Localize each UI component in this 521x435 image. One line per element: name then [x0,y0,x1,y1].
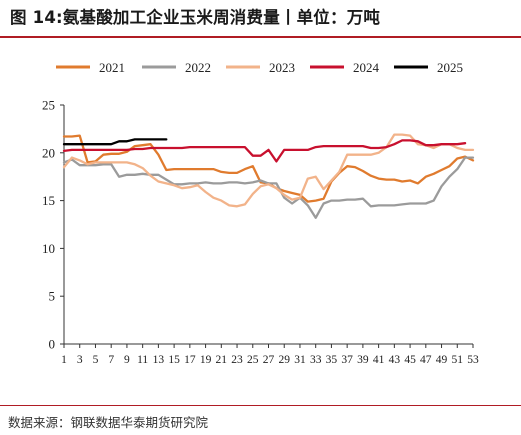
x-tick-label: 41 [373,354,385,366]
x-tick-label: 21 [216,354,228,366]
x-tick-label: 51 [452,354,464,366]
x-axis: 1 3 5 7 9 11 13 15 17 19 21 23 25 27 29 31 33 35 37 39 41 43 4… [61,343,479,366]
x-tick-label: 19 [200,354,212,366]
y-tick-label: 10 [42,241,55,256]
x-tick-label: 37 [341,354,353,366]
x-tick-label: 23 [231,354,243,366]
y-tick-label: 5 [49,289,56,304]
series-line-2025 [62,138,168,146]
x-tick-label: 9 [124,354,130,366]
x-tick-label: 33 [310,354,322,366]
source-note: 数据来源：钢联数据华泰期货研究院 [8,415,209,430]
x-tick-label: 5 [93,354,99,366]
chart-legend: 2021 2022 2023 2024 2025 [56,60,463,75]
chart-title: 图 14:氨基酸加工企业玉米周消费量丨单位：万吨 [10,8,381,27]
x-tick-label: 15 [168,354,180,366]
x-tick-label: 49 [436,354,448,366]
x-tick-label: 45 [404,354,416,366]
legend-label-2025: 2025 [437,60,463,75]
x-tick-label: 1 [61,354,67,366]
x-tick-label: 17 [184,354,196,366]
title-divider [0,36,521,38]
x-tick-label: 13 [153,354,165,366]
x-tick-label: 53 [467,354,479,366]
legend-label-2022: 2022 [185,60,211,75]
series-line-2022 [62,156,475,219]
x-tick-label: 43 [389,354,401,366]
y-tick-label: 20 [42,145,55,160]
legend-label-2023: 2023 [269,60,295,75]
x-tick-label: 27 [263,354,275,366]
legend-label-2021: 2021 [99,60,125,75]
x-tick-label: 7 [108,354,114,366]
chart-series [62,133,475,219]
x-tick-label: 35 [326,354,338,366]
y-tick-label: 0 [49,337,56,352]
legend-label-2024: 2024 [353,60,380,75]
y-axis: 0 5 10 15 20 25 [42,98,65,352]
x-tick-label: 31 [294,354,306,366]
series-line-2023 [62,133,475,208]
series-line-2024 [62,139,467,163]
x-tick-label: 29 [278,354,290,366]
x-tick-label: 25 [247,354,259,366]
x-tick-label: 39 [357,354,369,366]
footer-divider [0,405,521,406]
x-tick-label: 47 [420,354,432,366]
x-tick-label: 11 [137,354,148,366]
y-tick-label: 25 [42,98,55,113]
series-line-2021 [62,134,475,203]
x-tick-label: 3 [77,354,83,366]
y-tick-label: 15 [42,193,55,208]
